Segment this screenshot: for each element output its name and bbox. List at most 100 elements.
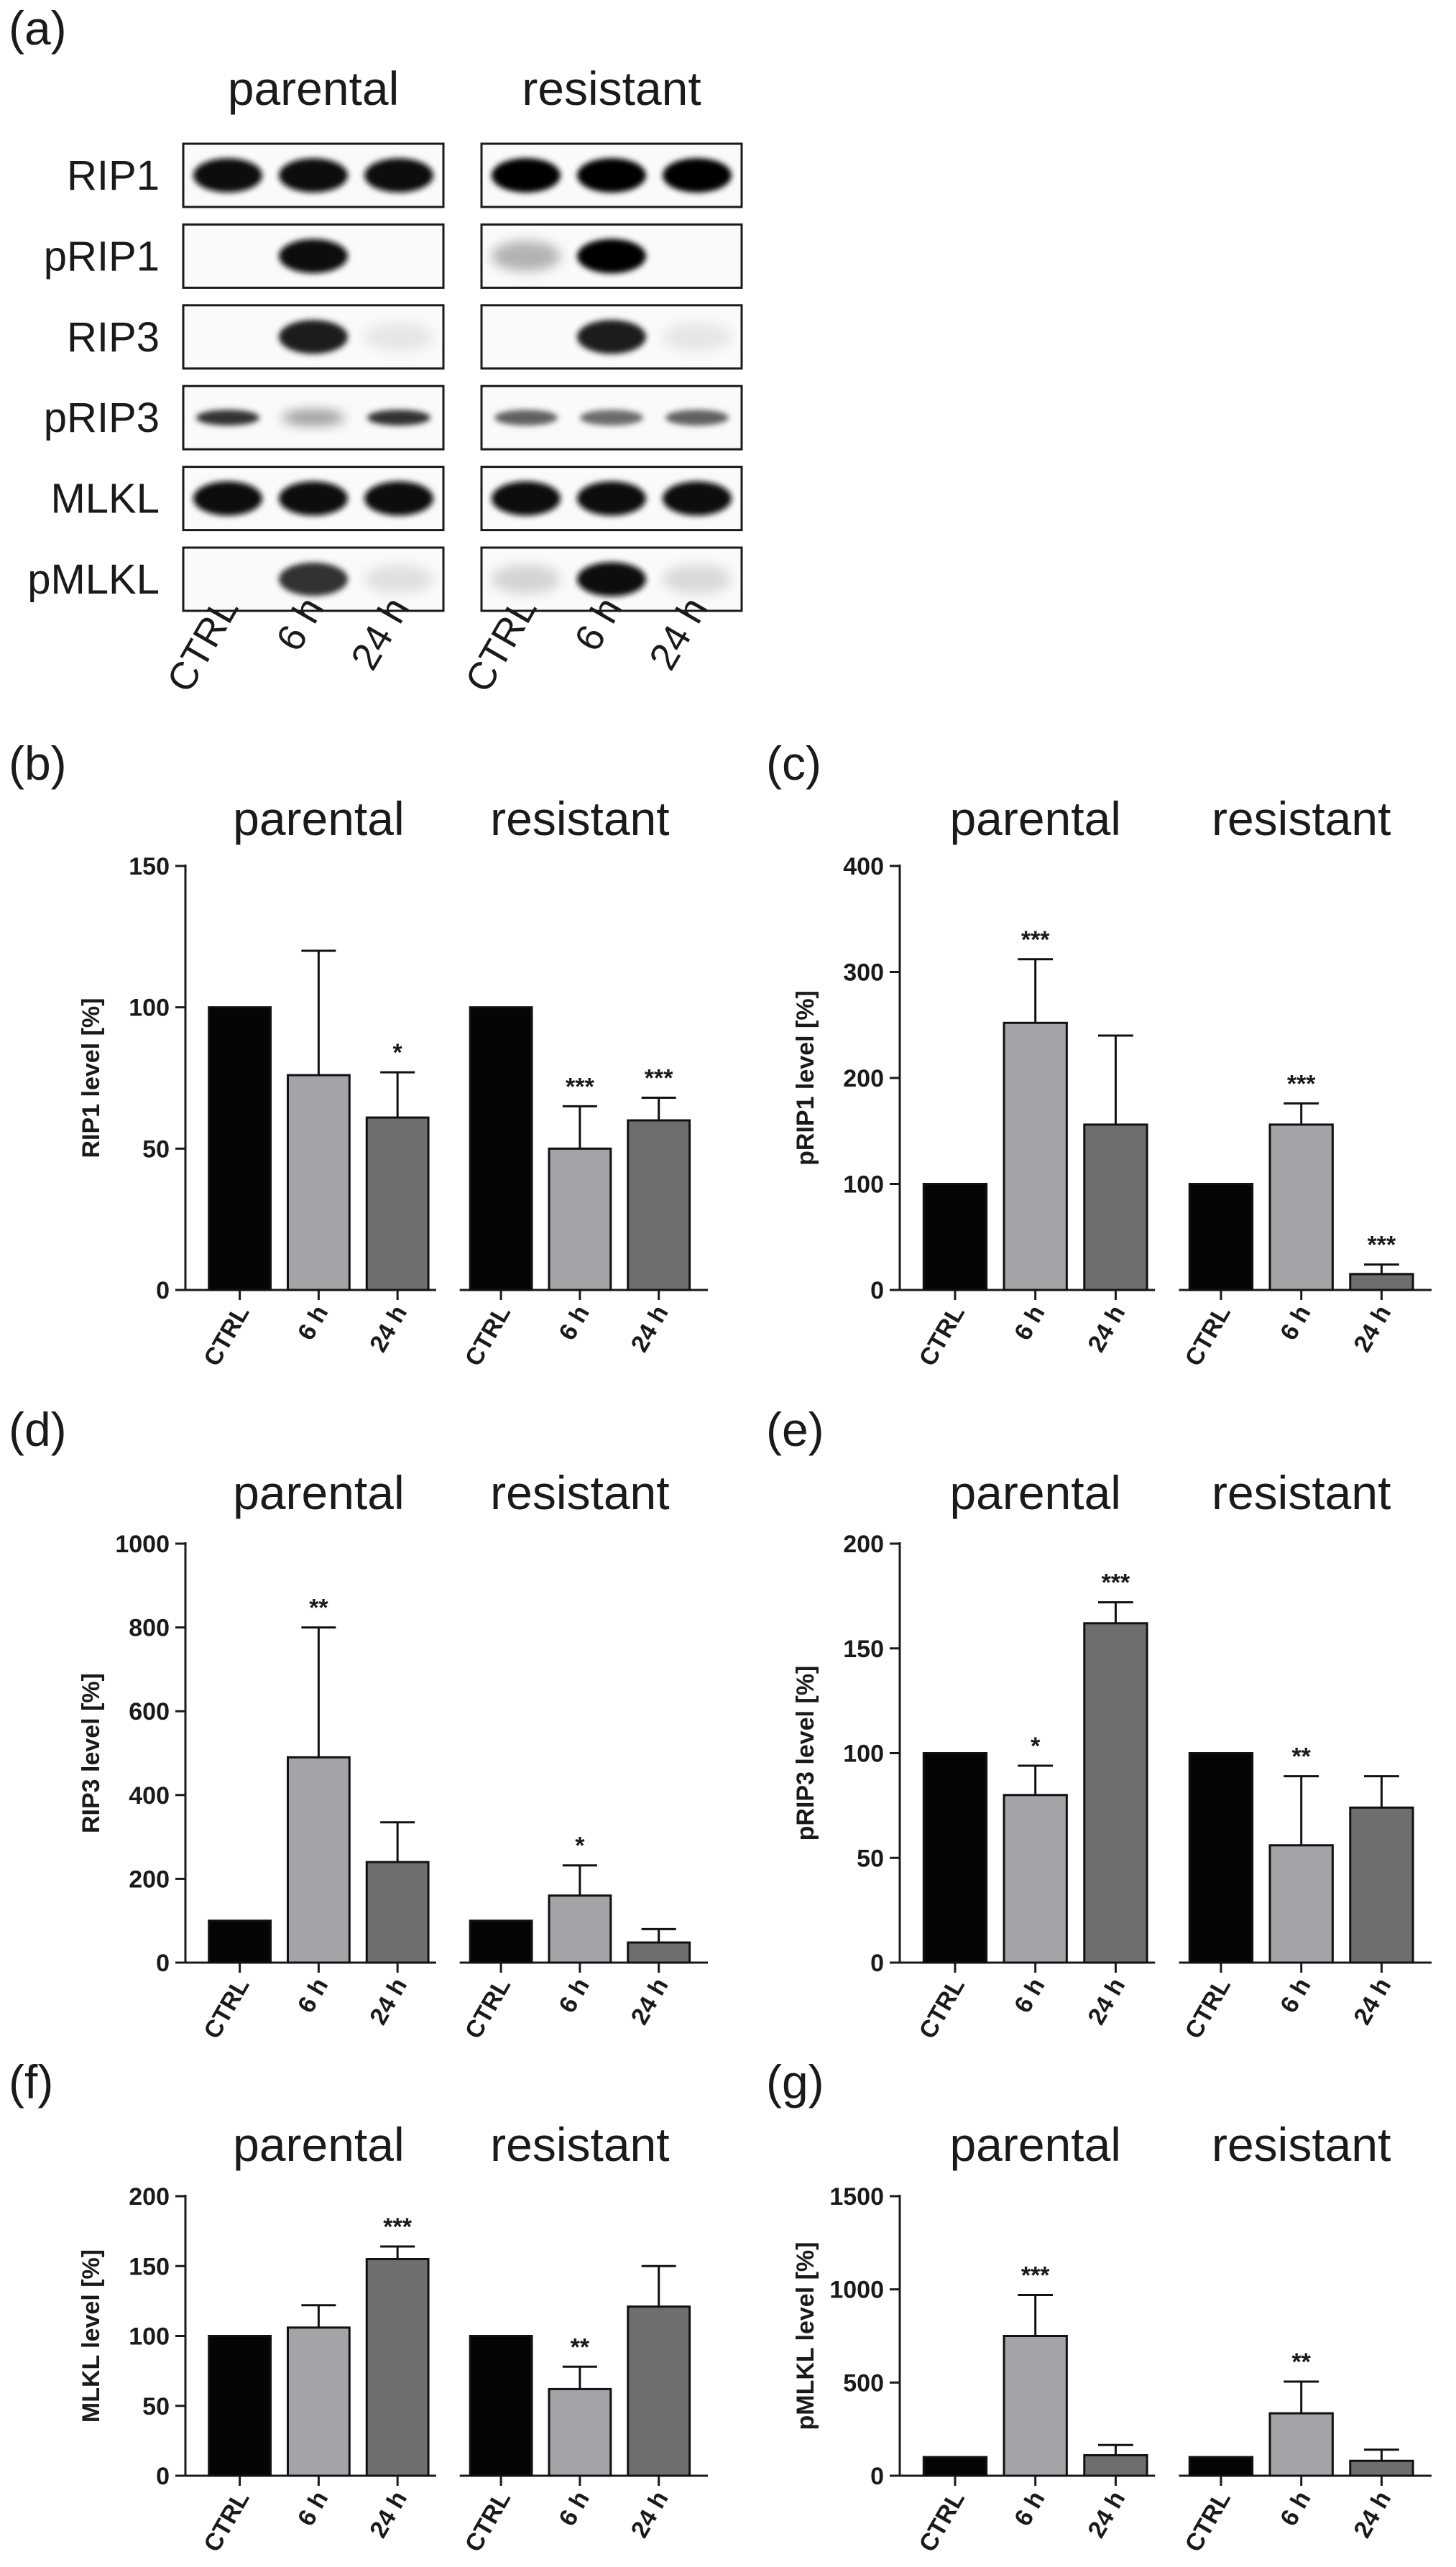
bar-parental-24h	[1083, 1123, 1148, 1291]
significance-marker: ***	[1021, 926, 1050, 954]
x-category-label: 24 h	[1082, 2487, 1130, 2543]
x-category-label: CTRL	[1180, 1301, 1236, 1371]
blot-band-6h	[279, 239, 348, 274]
significance-marker: **	[309, 1595, 328, 1622]
blot-lane-label: CTRL	[159, 590, 246, 699]
x-category-label: 6 h	[553, 1973, 594, 2018]
blot-band-6h	[279, 158, 348, 193]
blot-group-title-resistant: resistant	[522, 62, 701, 115]
y-tick-label: 100	[129, 995, 170, 1022]
bar-parental-24h	[1083, 2453, 1148, 2477]
bar-resistant-6h	[1268, 2412, 1334, 2477]
y-axis-title: pRIP3 level [%]	[792, 1666, 819, 1841]
bar-resistant-6h	[1268, 1844, 1334, 1964]
significance-marker: ***	[1102, 1570, 1130, 1597]
bar-parental-ctrl	[208, 1006, 272, 1291]
y-axis-title: RIP3 level [%]	[78, 1673, 105, 1833]
bar-resistant-6h	[548, 1894, 612, 1964]
blot-strip-resistant-rip3	[480, 304, 743, 370]
blot-strip-parental-prip3	[182, 384, 445, 451]
panel-letter: (f)	[9, 2055, 53, 2109]
y-tick-label: 400	[843, 853, 884, 880]
bar-parental-6h	[1003, 1021, 1068, 1291]
blot-strip-parental-mlkl	[182, 466, 445, 532]
significance-marker: ***	[1287, 1070, 1316, 1097]
x-category-label: 24 h	[626, 2487, 674, 2543]
blot-band-6h	[577, 320, 646, 354]
blot-strip-parental-rip1	[182, 142, 445, 208]
bar-resistant-ctrl	[1188, 2456, 1254, 2477]
group-title-parental: parental	[233, 1466, 405, 1519]
y-tick-label: 100	[843, 1741, 884, 1768]
blot-band-24h	[665, 410, 729, 426]
chart-g: (g) 0 500 1000 1500 pMLKL level [%] parental CT…	[766, 2055, 1432, 2557]
x-category-label: 24 h	[1348, 1301, 1396, 1357]
x-category-label: 24 h	[364, 2487, 413, 2543]
x-category-label: 6 h	[1275, 2487, 1316, 2531]
bar-resistant-ctrl	[469, 2335, 533, 2477]
y-tick-label: 50	[857, 1845, 884, 1872]
blot-band-6h	[279, 562, 348, 596]
x-category-label: 6 h	[553, 1301, 594, 1345]
bar-resistant-24h	[1349, 1273, 1414, 1291]
x-category-label: CTRL	[198, 1301, 254, 1371]
x-category-label: 24 h	[364, 1973, 413, 2029]
x-category-label: CTRL	[198, 1973, 254, 2044]
chart-c: (c) 0 100 200 300 400 pRIP1 level [%] parental C…	[766, 737, 1432, 1371]
bar-resistant-ctrl	[469, 1920, 533, 1964]
blot-band-6h	[577, 158, 646, 193]
y-tick-label: 200	[129, 1866, 170, 1893]
y-tick-label: 0	[156, 2463, 170, 2490]
blot-band-6h	[282, 410, 345, 426]
chart-b: (b) 0 50 100 150 RIP1 level [%] parental CTRL 6 …	[9, 737, 708, 1371]
y-tick-label: 1000	[115, 1531, 170, 1558]
group-title-parental: parental	[233, 792, 405, 845]
bar-resistant-24h	[1349, 2459, 1414, 2477]
x-category-label: 6 h	[292, 1973, 333, 2018]
group-title-parental: parental	[233, 2118, 405, 2171]
bar-resistant-6h	[548, 1147, 612, 1291]
bar-parental-6h	[286, 2326, 351, 2477]
bar-parental-24h	[365, 2258, 430, 2477]
x-category-label: 24 h	[364, 1301, 413, 1357]
y-axis-title: RIP1 level [%]	[78, 998, 105, 1158]
bar-resistant-ctrl	[469, 1006, 533, 1291]
bar-resistant-24h	[1349, 1806, 1414, 1964]
x-category-label: 24 h	[626, 1301, 674, 1357]
bar-resistant-ctrl	[1188, 1752, 1254, 1964]
x-category-label: CTRL	[460, 1973, 516, 2044]
blot-row-label-mlkl: MLKL	[50, 476, 160, 522]
y-tick-label: 200	[129, 2183, 170, 2211]
x-category-label: 24 h	[1348, 1973, 1396, 2029]
blot-band-6h	[279, 481, 348, 516]
y-tick-label: 0	[156, 1950, 170, 1977]
group-title-resistant: resistant	[1212, 2118, 1391, 2171]
x-category-label: CTRL	[198, 2487, 254, 2557]
y-tick-label: 0	[156, 1277, 170, 1304]
y-tick-label: 400	[129, 1782, 170, 1810]
x-category-label: 6 h	[292, 2487, 333, 2531]
bar-parental-ctrl	[922, 2456, 988, 2477]
blot-band-24h	[364, 158, 433, 193]
blot-row-label-prip1: pRIP1	[44, 233, 160, 280]
significance-marker: ***	[1368, 1232, 1396, 1259]
blot-band-24h	[663, 564, 732, 594]
blot-lane-label: CTRL	[457, 590, 545, 699]
group-title-resistant: resistant	[490, 792, 669, 845]
y-tick-label: 200	[843, 1065, 884, 1092]
panel-letter: (e)	[766, 1403, 824, 1456]
significance-marker: *	[575, 1833, 585, 1860]
significance-marker: ***	[383, 2213, 412, 2241]
blot-band-ctrl	[196, 410, 259, 426]
y-tick-label: 800	[129, 1615, 170, 1642]
x-category-label: 6 h	[1009, 1973, 1050, 2018]
y-tick-label: 150	[843, 1636, 884, 1663]
y-axis-title: pMLKL level [%]	[792, 2242, 819, 2430]
blot-row-label-rip1: RIP1	[67, 152, 160, 199]
group-title-parental: parental	[949, 2118, 1121, 2171]
blot-band-ctrl	[492, 481, 561, 516]
chart-d: (d) 0 200 400 600 800 1000 RIP3 level [%] parent…	[9, 1403, 708, 2044]
x-category-label: CTRL	[460, 2487, 516, 2557]
blot-band-6h	[279, 320, 348, 354]
bar-parental-6h	[286, 1756, 351, 1964]
